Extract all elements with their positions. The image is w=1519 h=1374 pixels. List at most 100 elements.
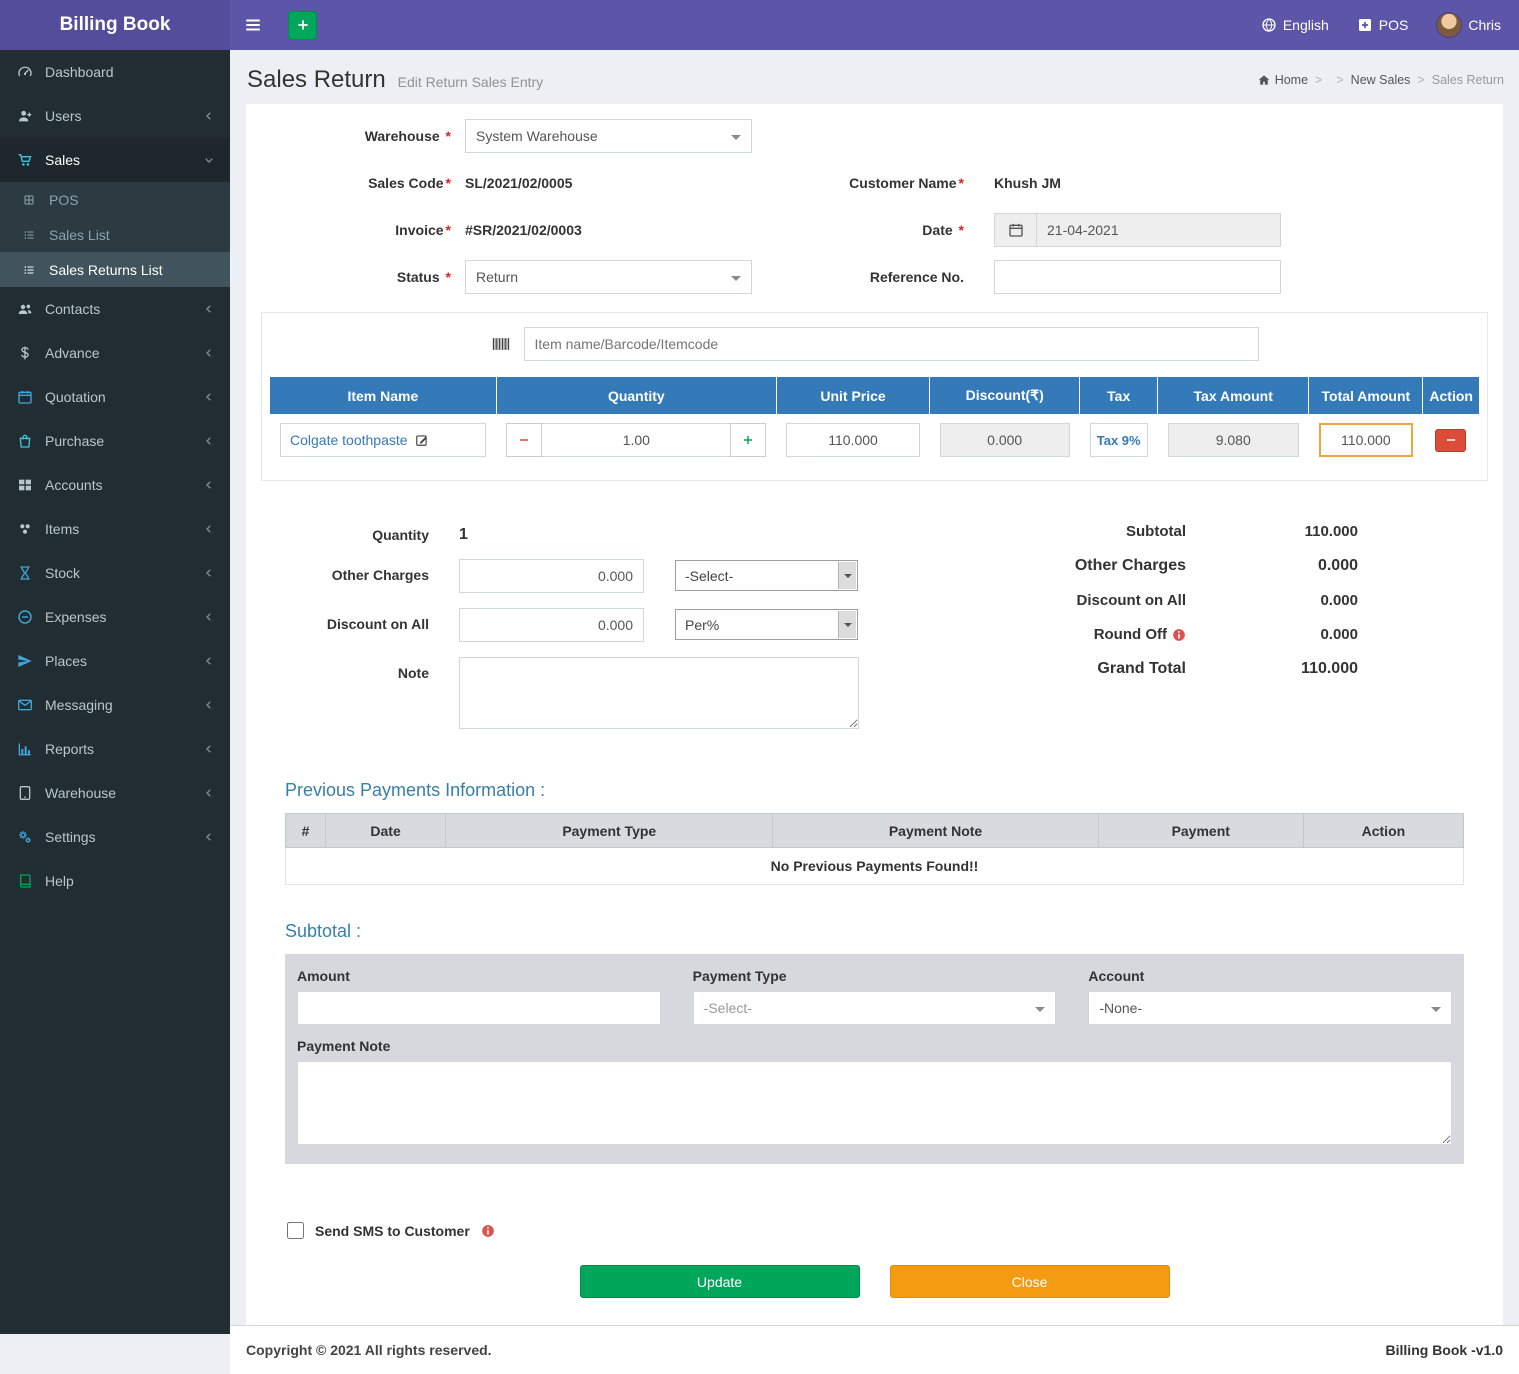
quantity-total-label: Quantity [261,519,429,543]
total-amount-input[interactable] [1319,423,1413,457]
sidebar-item-sales-returns-list[interactable]: Sales Returns List [0,252,230,287]
language-menu[interactable]: English [1261,17,1329,33]
payment-type-select[interactable]: -Select- [693,991,1057,1025]
sidebar-item-quotation[interactable]: Quotation [0,375,230,419]
discount-input [940,423,1070,457]
sidebar-item-messaging[interactable]: Messaging [0,683,230,727]
previous-payments-table: # Date Payment Type Payment Note Payment… [285,813,1464,885]
payment-note-textarea[interactable] [297,1061,1452,1145]
sidebar-item-stock[interactable]: Stock [0,551,230,595]
account-select[interactable]: -None- [1088,991,1452,1025]
quick-add-button[interactable] [288,11,317,40]
totals-left: Quantity 1 Other Charges -Select- Discou… [261,519,941,744]
book-icon [15,873,35,889]
col-quantity: Quantity [496,377,776,414]
sidebar-item-purchase[interactable]: Purchase [0,419,230,463]
sidebar-item-sales[interactable]: Sales [0,138,230,182]
date-input[interactable] [1036,213,1281,247]
sms-row: Send SMS to Customer [287,1222,1488,1239]
chevron-left-icon [203,523,215,535]
sidebar-item-settings[interactable]: Settings [0,815,230,859]
sidebar-item-advance[interactable]: Advance [0,331,230,375]
info-icon[interactable] [481,1224,495,1238]
info-icon[interactable] [1172,628,1186,642]
chevron-left-icon [203,391,215,403]
send-sms-checkbox[interactable] [287,1222,304,1239]
round-off-label: Round Off [1094,626,1186,643]
tax-value[interactable]: Tax 9% [1090,423,1148,457]
remove-row-button[interactable] [1435,429,1466,452]
payment-section-heading: Subtotal : [285,921,1464,942]
amount-input[interactable] [297,991,661,1025]
sidebar-item-contacts[interactable]: Contacts [0,287,230,331]
close-button[interactable]: Close [890,1265,1170,1298]
item-search-row [270,325,1479,377]
sidebar-item-users[interactable]: Users [0,94,230,138]
other-charges-total-label: Other Charges [1075,557,1186,575]
sales-code-value: SL/2021/02/0005 [465,175,572,191]
unit-price-input[interactable] [786,423,919,457]
table-row: Colgate toothpaste [270,414,1479,466]
warehouse-select[interactable]: System Warehouse [465,119,752,153]
hamburger-icon [244,16,262,34]
calendar-icon [15,389,35,405]
discount-on-all-total-label: Discount on All [1077,592,1186,609]
sidebar-item-dashboard[interactable]: Dashboard [0,50,230,94]
sidebar-item-warehouse[interactable]: Warehouse [0,771,230,815]
other-charges-total-value: 0.000 [1186,557,1358,575]
quantity-decrease-button[interactable] [506,423,542,457]
calendar-icon[interactable] [994,213,1036,247]
note-textarea[interactable] [459,657,859,729]
chevron-left-icon [203,110,215,122]
sidebar-item-places[interactable]: Places [0,639,230,683]
subtotal-value: 110.000 [1186,523,1358,540]
round-off-value: 0.000 [1186,626,1358,643]
chevron-left-icon [203,303,215,315]
chevron-left-icon [203,699,215,711]
page-subtitle: Edit Return Sales Entry [398,74,544,90]
chevron-left-icon [203,611,215,623]
chevron-left-icon [203,655,215,667]
bar-chart-icon [15,741,35,757]
col-payment: Payment [1098,814,1303,848]
col-date: Date [326,814,446,848]
app-logo[interactable]: Billing Book [0,0,230,50]
plus-icon [296,18,310,32]
sidebar-item-accounts[interactable]: Accounts [0,463,230,507]
edit-item-icon[interactable] [415,433,429,447]
tax-amount-input [1168,423,1299,457]
grid-icon [15,477,35,493]
sidebar-item-sales-list[interactable]: Sales List [0,217,230,252]
reference-input[interactable] [994,260,1281,294]
quantity-increase-button[interactable] [730,423,766,457]
sidebar-item-reports[interactable]: Reports [0,727,230,771]
other-charges-input[interactable] [459,559,644,593]
user-menu[interactable]: Chris [1436,12,1501,38]
discount-on-all-input[interactable] [459,608,644,642]
pos-link[interactable]: POS [1357,17,1409,33]
previous-payments-heading: Previous Payments Information : [285,780,1464,801]
items-icon [15,521,35,537]
reference-label: Reference No. [752,269,964,285]
sidebar-item-expenses[interactable]: Expenses [0,595,230,639]
envelope-icon [15,697,35,713]
sidebar-item-pos[interactable]: POS [0,182,230,217]
item-search-input[interactable] [524,327,1259,361]
list-icon [23,264,41,276]
col-discount: Discount(₹) [930,377,1080,414]
breadcrumb-new-sales[interactable]: New Sales [1351,73,1411,87]
contacts-icon [15,301,35,317]
chevron-left-icon [203,479,215,491]
item-name-link[interactable]: Colgate toothpaste [290,432,408,448]
update-button[interactable]: Update [580,1265,860,1298]
sidebar-toggle-button[interactable] [230,0,276,50]
breadcrumb-current: Sales Return [1432,73,1504,87]
sidebar-item-items[interactable]: Items [0,507,230,551]
discount-on-all-select[interactable]: Per% [675,609,858,640]
other-charges-select[interactable]: -Select- [675,560,858,591]
status-select[interactable]: Return [465,260,752,294]
page-footer: Copyright © 2021 All rights reserved. Bi… [230,1325,1519,1374]
quantity-input[interactable] [542,423,730,457]
sidebar-item-help[interactable]: Help [0,859,230,903]
breadcrumb-home[interactable]: Home [1257,73,1308,87]
